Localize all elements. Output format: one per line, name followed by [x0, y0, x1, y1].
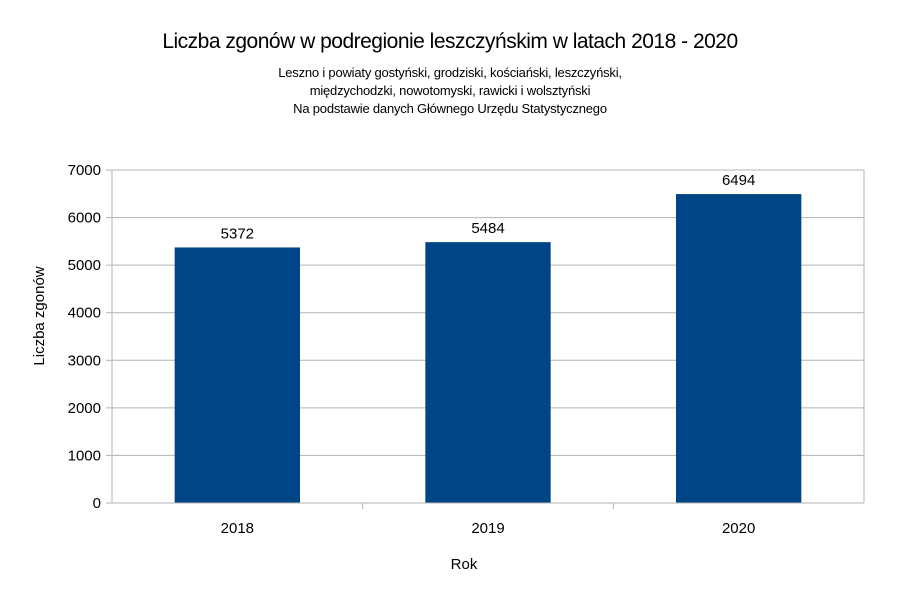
y-tick-label-6000: 6000	[68, 210, 101, 227]
subtitle-line-1: Leszno i powiaty gostyński, grodziski, k…	[278, 65, 622, 80]
y-tick-label-1000: 1000	[68, 447, 101, 464]
y-tick-label-0: 0	[93, 495, 101, 512]
data-label-2020: 6494	[722, 172, 755, 189]
bar-2019	[425, 242, 551, 503]
x-tick-labels: 2018 2019 2020	[221, 520, 756, 537]
y-axis-label: Liczba zgonów	[31, 266, 48, 365]
y-tick-labels: 0 1000 2000 3000 4000 5000 6000 7000	[68, 162, 101, 512]
chart-subtitle: Leszno i powiaty gostyński, grodziski, k…	[0, 64, 900, 118]
y-tick-label-3000: 3000	[68, 352, 101, 369]
subtitle-line-3: Na podstawie danych Głównego Urzędu Stat…	[293, 101, 607, 116]
y-tick-label-5000: 5000	[68, 257, 101, 274]
x-axis-label: Rok	[451, 556, 478, 573]
bar-2018	[174, 247, 300, 503]
subtitle-line-2: międzychodzki, nowotomyski, rawicki i wo…	[309, 83, 591, 98]
data-label-2018: 5372	[221, 225, 254, 242]
y-tick-label-2000: 2000	[68, 400, 101, 417]
y-tick-label-7000: 7000	[68, 162, 101, 179]
y-tick-label-4000: 4000	[68, 305, 101, 322]
x-tick-label-2020: 2020	[722, 520, 755, 537]
data-labels: 5372 5484 6494	[221, 172, 756, 242]
bar-2020	[676, 194, 802, 503]
x-tick-label-2019: 2019	[471, 520, 504, 537]
bars	[174, 194, 802, 503]
chart-title: Liczba zgonów w podregionie leszczyńskim…	[162, 30, 738, 53]
x-tick-label-2018: 2018	[221, 520, 254, 537]
data-label-2019: 5484	[471, 220, 504, 237]
axes	[106, 169, 865, 509]
